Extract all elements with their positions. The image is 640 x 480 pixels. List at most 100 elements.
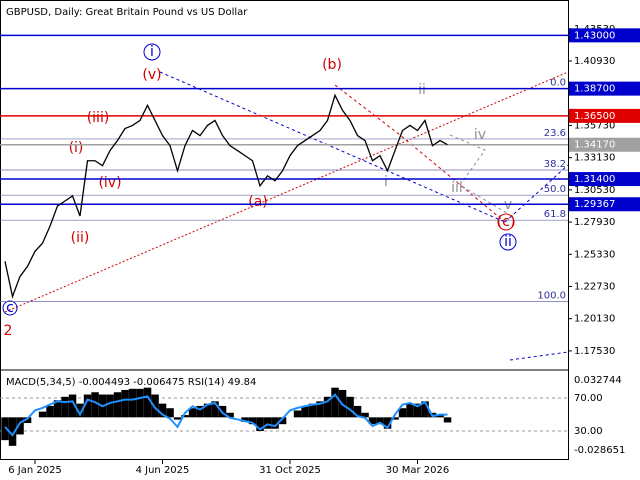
macd-bar: [136, 388, 144, 418]
macd-bar: [241, 417, 249, 422]
x-tick-label: 30 Mar 2026: [386, 465, 449, 476]
projection: [449, 134, 511, 216]
macd-bar: [226, 412, 234, 418]
wave-label: ii: [418, 82, 426, 98]
wave-label: (iv): [98, 175, 121, 191]
x-tick-label: 31 Oct 2025: [259, 465, 321, 476]
level-label: 1.34170: [574, 140, 615, 151]
macd-bar: [46, 405, 54, 418]
level-box: [569, 172, 640, 187]
macd-tick-label: -0.028651: [574, 445, 625, 456]
x-tick-label: 4 Jun 2025: [136, 465, 190, 476]
level-label: 1.38700: [574, 84, 615, 95]
wave-label: 2: [4, 323, 13, 339]
macd-bar: [316, 401, 324, 418]
wave-label: (i): [69, 140, 84, 156]
macd-bar: [308, 403, 317, 418]
plot-frame: [0, 0, 569, 460]
wave-label: (c): [497, 214, 516, 230]
wave-circle: [499, 233, 517, 251]
wave-circle: [497, 213, 515, 231]
y-tick-label: 1.40930: [574, 56, 615, 67]
macd-tick-label: 0.032744: [574, 375, 622, 386]
macd-bar: [421, 401, 429, 418]
fib-label: 50.0: [544, 184, 566, 195]
x-tick-label: 6 Jan 2025: [8, 465, 62, 476]
macd-bar: [1, 417, 9, 441]
rsi-line: [4, 393, 448, 437]
macd-bar: [181, 415, 189, 418]
level-label: 1.29367: [574, 199, 615, 210]
indicator-title: MACD(5,34,5) -0.004493 -0.006475 RSI(14)…: [6, 377, 256, 388]
trend-line: [504, 164, 569, 223]
macd-bar: [398, 408, 407, 418]
wave-label: c: [6, 300, 14, 316]
macd-bar: [278, 417, 287, 425]
macd-bar: [151, 394, 159, 418]
fib-label: 23.6: [544, 128, 566, 139]
y-tick-label: 1.27930: [574, 217, 615, 228]
macd-bar: [203, 403, 212, 418]
macd-bar: [391, 417, 399, 420]
y-tick-label: 1.17530: [574, 346, 615, 357]
y-tick-label: 1.33130: [574, 153, 615, 164]
y-tick-label: 1.25330: [574, 249, 615, 260]
macd-bar: [166, 408, 174, 418]
macd-bar: [256, 417, 264, 432]
wave-label: v: [504, 197, 512, 213]
macd-bar: [53, 400, 62, 418]
macd-bar: [128, 388, 137, 418]
macd-bar: [443, 417, 452, 423]
macd-bar: [353, 405, 362, 418]
macd-bar: [346, 396, 354, 418]
wave-label: (ii): [71, 230, 90, 246]
rsi-tick-label: 30.00: [574, 426, 603, 437]
level-box: [569, 197, 640, 212]
macd-bar: [248, 417, 257, 425]
wave-label: iv: [474, 127, 486, 143]
macd-bar: [368, 417, 377, 425]
wave-label: (iii): [87, 110, 110, 126]
macd-bar: [406, 403, 414, 418]
fib-label: 0.0: [550, 78, 566, 89]
wave-circle: [143, 43, 161, 61]
macd-bar: [331, 387, 339, 418]
macd-bar: [323, 396, 332, 418]
rsi-tick-label: 70.00: [574, 393, 603, 404]
trend-lines: [4, 71, 569, 361]
level-box: [569, 28, 640, 43]
level-box: [569, 137, 640, 152]
trend-line: [159, 71, 506, 223]
macd-bar: [188, 408, 197, 418]
wave-label: ii: [504, 234, 512, 250]
macd-bar: [211, 401, 219, 418]
macd-bar: [23, 417, 32, 424]
macd-bar: [173, 417, 182, 420]
wave-circle: [2, 300, 18, 316]
trend-line: [509, 351, 569, 361]
macd-bar: [436, 415, 444, 418]
fib-label: 61.8: [544, 209, 566, 220]
level-box: [569, 81, 640, 96]
macd-bar: [76, 403, 84, 418]
macd-bar: [121, 389, 129, 418]
macd-bar: [113, 392, 122, 418]
wave-label: i: [384, 174, 388, 190]
macd-bar: [158, 403, 167, 418]
level-box: [569, 108, 640, 123]
macd-bar: [301, 405, 309, 418]
macd-bar: [196, 405, 204, 418]
level-label: 1.43000: [574, 30, 615, 41]
y-tick-label: 1.22730: [574, 281, 615, 292]
macd-bar: [271, 417, 279, 429]
chart-title: GBPUSD, Daily: Great Britain Pound vs US…: [6, 7, 248, 18]
y-tick-label: 1.35730: [574, 120, 615, 131]
macd-bar: [38, 411, 47, 418]
macd-bar: [383, 417, 392, 429]
wave-labels: 2 c (i) (ii) (iii) (iv) (v) i (a) (b) (c…: [2, 43, 517, 339]
macd-bar: [143, 387, 152, 418]
macd-bar: [263, 417, 272, 429]
macd-bar: [83, 394, 92, 418]
macd-bar: [61, 396, 69, 418]
